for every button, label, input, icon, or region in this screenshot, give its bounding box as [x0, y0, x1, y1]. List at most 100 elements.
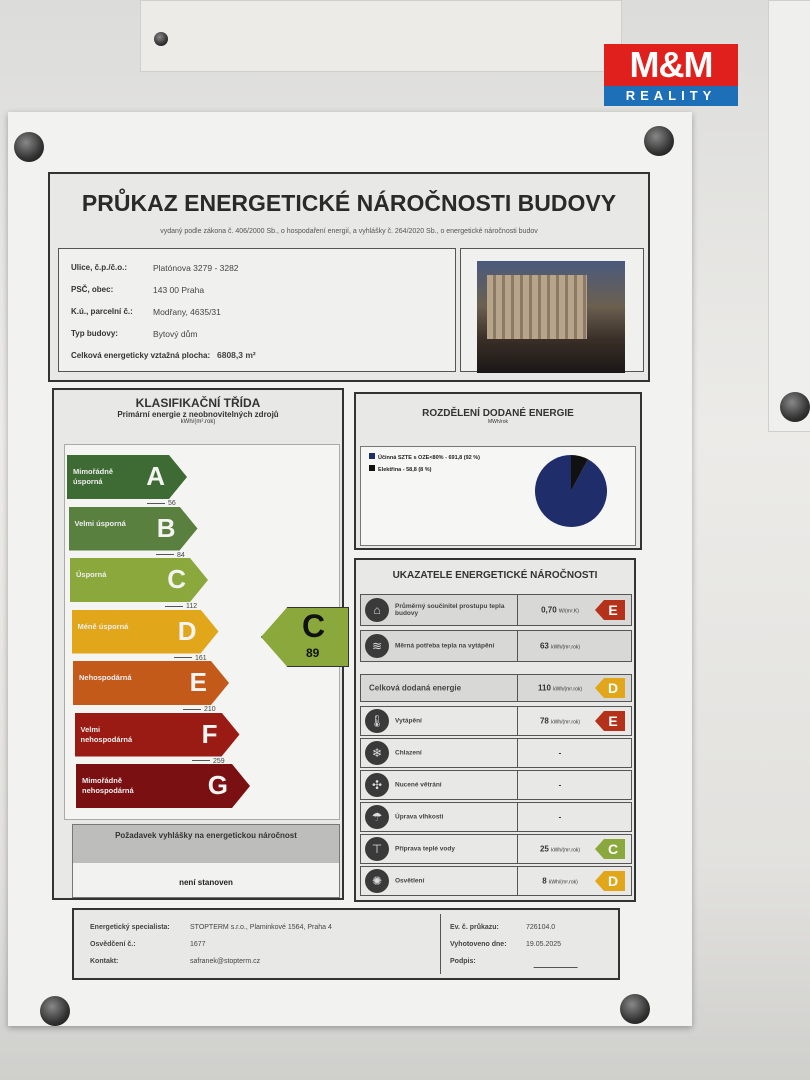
class-badge: E: [595, 711, 625, 731]
value-number: 110: [537, 683, 551, 693]
page-title: PRŮKAZ ENERGETICKÉ NÁROČNOSTI BUDOVY: [81, 190, 617, 216]
info-label: Typ budovy:: [71, 329, 118, 338]
ev-value: 726104.0: [526, 924, 556, 931]
classification-subtitle: Primární energie z neobnovitelných zdroj…: [117, 410, 279, 419]
fan-icon: ✣: [365, 773, 389, 797]
indicator-row: ❄ Chlazení -: [360, 738, 632, 768]
row-divider: [517, 867, 518, 895]
building-facade: [487, 275, 587, 339]
classification-panel: KLASIFIKAČNÍ TŘÍDA Primární energie z ne…: [52, 388, 349, 900]
indicator-name: Nucené větrání: [395, 781, 442, 789]
info-value: 6808,3 m²: [217, 350, 256, 360]
mm-reality-logo: M&M REALITY: [604, 44, 738, 108]
page-subtitle: vydaný podle zákona č. 406/2000 Sb., o h…: [160, 228, 538, 235]
value-unit: kWh/(m².rok): [551, 644, 581, 651]
class-label: Mimořádně úsporná: [73, 467, 114, 486]
photo-box: [460, 248, 644, 373]
class-label: Méně úsporná: [77, 621, 129, 631]
indicator-row: ⌂ Průměrný součinitel prostupu tepla budo…: [360, 594, 632, 626]
pie-slice: [571, 455, 589, 491]
pie-chart: [535, 455, 607, 527]
distribution-title: ROZDĚLENÍ DODANÉ ENERGIE: [422, 408, 574, 419]
result-letter: C: [302, 608, 326, 644]
signature-stamp: [533, 954, 583, 968]
class-arrow-g: Mimořádně nehospodárná G: [76, 764, 250, 808]
info-value: 143 00 Praha: [153, 285, 205, 295]
indicator-value: 25 kWh/(m².rok): [521, 845, 599, 854]
info-value: Platónova 3279 - 3282: [153, 263, 239, 273]
indicators-panel: UKAZATELE ENERGETICKÉ NÁROČNOSTI ⌂ Průměr…: [354, 558, 636, 902]
row-divider: [517, 803, 518, 831]
row-divider: [517, 675, 518, 701]
info-value: Bytový dům: [153, 329, 198, 339]
cert-value: 1677: [190, 941, 206, 948]
indicator-name: Osvětlení: [395, 877, 425, 885]
humidity-icon: ☂: [365, 805, 389, 829]
class-threshold: 259: [192, 758, 225, 765]
indicator-row: ☂ Úprava vlhkosti -: [360, 802, 632, 832]
value-number: 78: [539, 716, 549, 726]
legend-item: Elektřina - 58,8 (8 %): [369, 465, 432, 473]
result-value: 89: [306, 646, 320, 660]
specialist-label: Energetický specialista:: [90, 924, 170, 931]
indicator-row: ≋ Měrná potřeba tepla na vytápění 63 kWh/(…: [360, 630, 632, 662]
pin: [154, 32, 168, 46]
class-badge: E: [595, 600, 625, 620]
class-letter: A: [146, 461, 165, 491]
indicator-value: 0,70 W/(m².K): [521, 606, 599, 615]
class-label: Velmi nehospodárná: [80, 724, 133, 744]
value-number: -: [558, 748, 562, 758]
indicator-name: Úprava vlhkosti: [395, 813, 444, 821]
class-label: Mimořádně nehospodárná: [82, 776, 134, 795]
class-scale: C 89 Mimořádně úsporná A Velmi úsporná B Úsp…: [64, 444, 349, 820]
indicator-value: 63 kWh/(m².rok): [521, 642, 599, 651]
class-arrow-b: Velmi úsporná B: [69, 507, 198, 551]
info-label: K.ú., parcelní č.:: [71, 307, 133, 316]
class-arrow-a: Mimořádně úsporná A: [67, 455, 187, 499]
paper-top: [140, 0, 622, 72]
class-threshold: 84: [156, 552, 185, 559]
class-label: Nehospodárná: [79, 673, 132, 682]
building-photo: [477, 261, 625, 373]
class-label: Úsporná: [76, 570, 107, 579]
header-box: PRŮKAZ ENERGETICKÉ NÁROČNOSTI BUDOVY vyd…: [48, 172, 650, 382]
result-class-badge: C 89: [261, 607, 349, 667]
indicator-row: ✺ Osvětlení 8 kWh/(m².rok) D: [360, 866, 632, 896]
class-letter: G: [207, 770, 228, 800]
class-arrow-c: Úsporná C: [70, 558, 208, 602]
info-label: Celková energeticky vztažná plocha:: [71, 351, 211, 360]
legend-item: Účinná SZTE s OZE<80% - 691,8 (92 %): [369, 453, 480, 461]
value-number: 8: [542, 876, 547, 886]
indicator-value: -: [521, 813, 599, 822]
requirement-title: Požadavek vyhlášky na energetickou nároč…: [115, 831, 297, 840]
indicator-value: 110 kWh/(m².rok): [521, 684, 599, 693]
distribution-panel: ROZDĚLENÍ DODANÉ ENERGIE MWh/rok Účinná …: [354, 392, 642, 550]
value-number: -: [558, 812, 562, 822]
cert-label: Osvědčení č.:: [90, 941, 136, 948]
indicator-row: Celková dodaná energie 110 kWh/(m².rok) D: [360, 674, 632, 702]
indicator-name: Měrná potřeba tepla na vytápění: [395, 642, 495, 650]
legend-label: Účinná SZTE s OZE<80% - 691,8 (92 %): [378, 455, 480, 461]
ev-label: Ev. č. průkazu:: [450, 924, 499, 931]
class-letter: C: [167, 564, 186, 594]
distribution-chart: Účinná SZTE s OZE<80% - 691,8 (92 %) Ele…: [360, 446, 636, 546]
class-letter: D: [177, 615, 197, 646]
class-badge: C: [595, 839, 625, 859]
class-arrow-e: Nehospodárná E: [73, 661, 229, 705]
legend-label: Elektřina - 58,8 (8 %): [378, 467, 432, 473]
value-number: 0,70: [541, 605, 557, 615]
indicator-name: Příprava teplé vody: [395, 845, 455, 853]
thermometer-icon: 🌡: [365, 709, 389, 733]
classification-unit: kWh/(m².rok): [180, 419, 216, 425]
legend-swatch: [369, 465, 375, 471]
value-number: 25: [539, 844, 549, 854]
class-badge: D: [595, 871, 625, 891]
indicators-title: UKAZATELE ENERGETICKÉ NÁROČNOSTI: [392, 570, 598, 581]
indicator-row: 🌡 Vytápění 78 kWh/(m².rok) E: [360, 706, 632, 736]
info-label: Ulice, č.p./č.o.:: [71, 263, 128, 272]
legend-swatch: [369, 453, 375, 459]
classification-title: KLASIFIKAČNÍ TŘÍDA: [135, 396, 261, 410]
house-icon: ⌂: [365, 598, 389, 622]
cooling-icon: ❄: [365, 741, 389, 765]
date-label: Vyhotoveno dne:: [450, 941, 507, 948]
